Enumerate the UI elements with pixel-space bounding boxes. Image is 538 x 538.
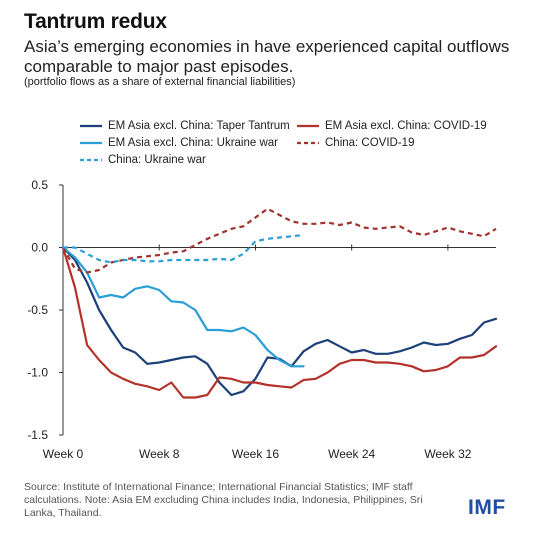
legend-item-em-covid: EM Asia excl. China: COVID-19 — [297, 120, 487, 132]
legend-swatch-china-covid — [297, 141, 319, 145]
legend-item-taper-tantrum: EM Asia excl. China: Taper Tantrum — [80, 120, 290, 132]
chart-subtitle: Asia’s emerging economies in have experi… — [24, 37, 510, 76]
series-line-2 — [61, 246, 305, 368]
legend-swatch-em-ukraine — [80, 141, 102, 145]
legend-swatch-em-covid — [297, 124, 319, 128]
legend-label-taper-tantrum: EM Asia excl. China: Taper Tantrum — [108, 120, 290, 132]
series-line-3 — [62, 207, 497, 274]
x-tick-label: Week 32 — [424, 447, 471, 461]
series-line-4 — [63, 233, 304, 264]
legend-swatch-china-ukraine — [80, 158, 102, 162]
y-tick-label: -1.0 — [27, 366, 48, 380]
series-line-0 — [61, 246, 498, 397]
source-note: Source: Institute of International Finan… — [24, 481, 423, 519]
legend-label-china-covid: China: COVID-19 — [325, 137, 415, 149]
series-line-1 — [61, 246, 498, 399]
legend-label-china-ukraine: China: Ukraine war — [108, 154, 206, 166]
unit-note: (portfolio flows as a share of external … — [24, 76, 296, 88]
x-tick-label: Week 24 — [328, 447, 375, 461]
y-tick-label: -0.5 — [27, 303, 48, 317]
imf-logo: IMF — [468, 496, 506, 519]
x-tick-label: Week 8 — [139, 447, 180, 461]
legend-swatch-taper-tantrum — [80, 124, 102, 128]
legend-label-em-covid: EM Asia excl. China: COVID-19 — [325, 120, 487, 132]
legend-item-china-ukraine: China: Ukraine war — [80, 154, 206, 166]
legend-item-em-ukraine: EM Asia excl. China: Ukraine war — [80, 137, 278, 149]
legend-item-china-covid: China: COVID-19 — [297, 137, 414, 149]
chart-title: Tantrum redux — [24, 10, 167, 33]
legend-label-em-ukraine: EM Asia excl. China: Ukraine war — [108, 137, 279, 149]
chart-axes: 0.5 0.0 -0.5 -1.0 -1.5 Week 0 Week 8 Week 16 Wee… — [27, 178, 496, 461]
y-tick-label: -1.5 — [27, 428, 48, 442]
y-tick-label: 0.0 — [31, 241, 48, 255]
y-tick-label: 0.5 — [31, 178, 48, 192]
chart-series — [61, 207, 498, 399]
x-tick-label: Week 0 — [43, 447, 84, 461]
x-tick-label: Week 16 — [232, 447, 279, 461]
